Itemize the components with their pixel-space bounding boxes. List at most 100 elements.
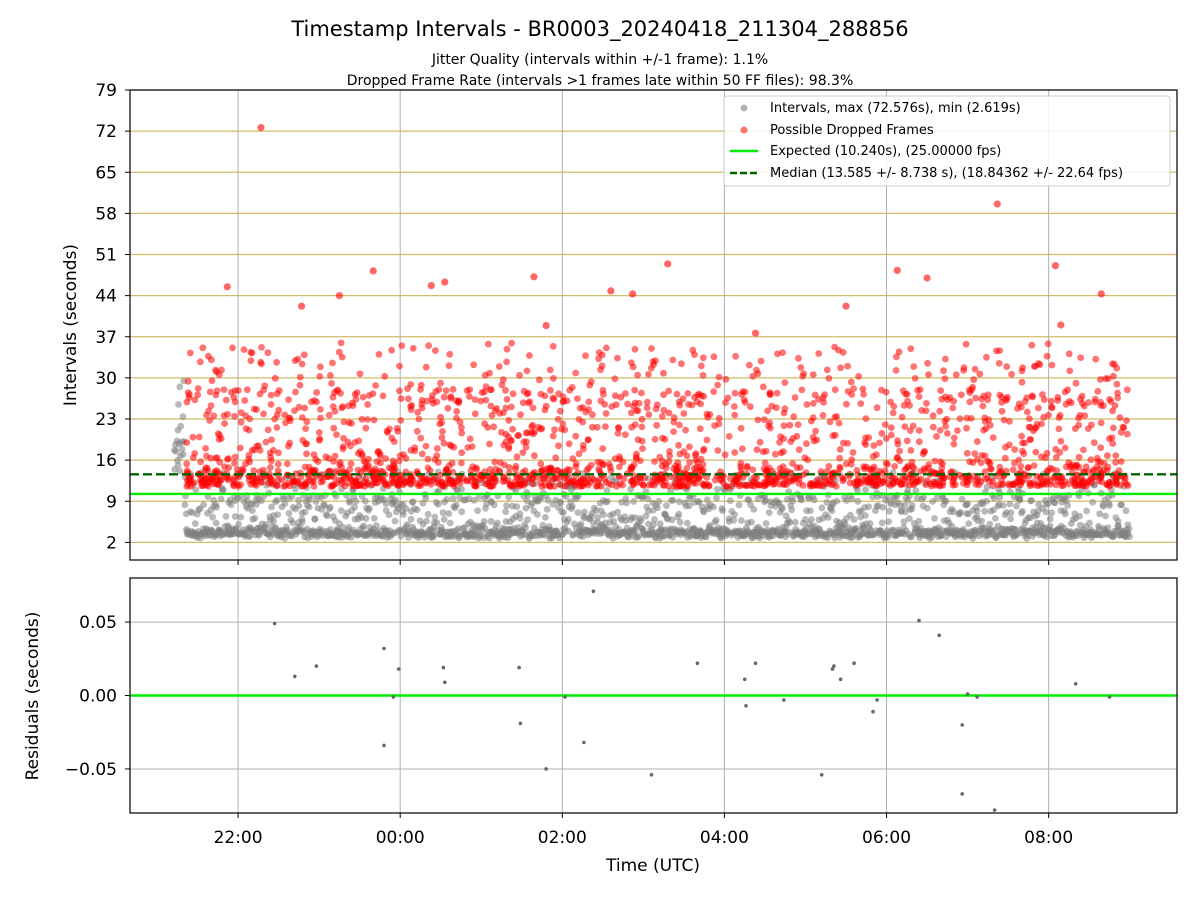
dropped-frame-point	[749, 372, 757, 380]
dropped-frame-point	[473, 464, 480, 472]
dropped-frame-point	[579, 441, 587, 449]
interval-point	[565, 515, 572, 523]
dropped-frame-point	[960, 367, 968, 374]
dropped-frame-point	[898, 413, 906, 421]
dropped-frame-point	[804, 456, 812, 464]
dropped-frame-point	[471, 410, 479, 418]
dropped-frame-point	[703, 436, 711, 444]
interval-point	[901, 501, 909, 509]
dropped-frame-point	[634, 407, 642, 415]
dropped-frame-point	[931, 457, 939, 465]
interval-point	[352, 497, 360, 505]
interval-point	[557, 499, 565, 507]
dropped-frame-point	[753, 474, 760, 482]
dropped-frame-point	[458, 459, 465, 467]
dropped-frame-point	[1026, 436, 1034, 443]
dropped-frame-point	[482, 383, 490, 390]
dropped-frame-point	[487, 483, 494, 490]
dropped-frame-point	[697, 362, 705, 370]
dropped-frame-point	[268, 436, 275, 444]
interval-point	[1007, 515, 1014, 523]
intervals-y-tick-label: 16	[95, 451, 117, 471]
dropped-frame-point	[549, 432, 557, 440]
dropped-frame-point	[963, 478, 971, 486]
interval-point	[370, 515, 378, 522]
dropped-frame-point	[894, 437, 901, 444]
dropped-frame-point	[381, 372, 389, 380]
dropped-frame-point	[385, 480, 393, 488]
dropped-frame-point	[208, 356, 215, 364]
dropped-frame-point	[584, 475, 592, 483]
dropped-frame-point	[956, 415, 964, 423]
dropped-frame-point	[671, 480, 679, 488]
dropped-frame-point	[622, 390, 629, 397]
dropped-frame-point	[490, 423, 498, 431]
dropped-frame-point	[1062, 400, 1070, 408]
dropped-frame-point	[439, 428, 446, 435]
interval-point	[713, 485, 721, 493]
dropped-frame-point	[464, 444, 472, 451]
interval-point	[614, 508, 621, 516]
dropped-frame-point	[513, 453, 521, 461]
dropped-frame-outlier	[427, 282, 435, 290]
dropped-frame-point	[837, 364, 844, 372]
interval-point	[305, 503, 313, 511]
dropped-frame-point	[732, 352, 739, 360]
dropped-frame-point	[630, 402, 637, 410]
dropped-frame-point	[273, 424, 281, 431]
intervals-y-axis: 2 9 16 23 30 37 44 51 58 65 72 79	[95, 81, 130, 553]
dropped-frame-point	[339, 443, 347, 450]
residuals-y-axis: 0.05 0.00 −0.05	[65, 613, 130, 780]
time-x-tick-label: 22:00	[214, 828, 263, 848]
interval-point	[285, 509, 293, 517]
interval-point	[865, 503, 872, 511]
dropped-frame-point	[418, 450, 426, 458]
dropped-frame-point	[1080, 482, 1088, 490]
dropped-frame-point	[310, 451, 318, 459]
interval-point	[391, 517, 399, 525]
dropped-frame-point	[873, 404, 881, 412]
dropped-frame-point	[810, 400, 817, 407]
interval-point	[474, 507, 481, 515]
dropped-frame-point	[831, 413, 839, 421]
interval-point	[1061, 510, 1069, 518]
dropped-frame-point	[1097, 444, 1105, 451]
dropped-frame-point	[780, 481, 788, 488]
interval-point	[281, 500, 289, 507]
dropped-frame-point	[237, 418, 245, 426]
dropped-frame-point	[598, 362, 606, 370]
dropped-frame-point	[761, 478, 769, 485]
dropped-frame-point	[706, 411, 714, 418]
dropped-frame-point	[686, 443, 693, 451]
dropped-frame-point	[487, 402, 495, 410]
dropped-frame-point	[246, 458, 254, 466]
dropped-frame-point	[936, 482, 944, 490]
dropped-frame-point	[264, 426, 272, 434]
dropped-frame-point	[641, 474, 648, 482]
dropped-frame-point	[871, 479, 879, 487]
dropped-frame-point	[1044, 340, 1052, 348]
dropped-frame-point	[665, 387, 672, 395]
dropped-frame-point	[949, 404, 957, 412]
dropped-frame-point	[1048, 361, 1056, 369]
dropped-frame-point	[356, 448, 364, 455]
interval-point	[651, 516, 658, 523]
dropped-frame-point	[860, 391, 867, 398]
dropped-frame-point	[1053, 453, 1060, 461]
interval-point	[765, 509, 773, 516]
dropped-frame-point	[1064, 386, 1072, 394]
dropped-frame-point	[998, 398, 1005, 406]
dropped-frame-point	[347, 460, 355, 467]
intervals-reference-lines	[130, 473, 1177, 496]
interval-point	[522, 524, 529, 532]
dropped-frame-point	[897, 481, 905, 489]
interval-point	[748, 518, 755, 526]
interval-point	[487, 517, 495, 525]
dropped-frame-point	[971, 365, 979, 373]
dropped-frame-point	[555, 442, 562, 450]
dropped-frame-point	[745, 361, 753, 369]
dropped-frame-point	[714, 381, 721, 389]
dropped-frame-point	[772, 450, 779, 458]
dropped-frame-point	[1056, 449, 1064, 456]
interval-point	[373, 522, 380, 529]
